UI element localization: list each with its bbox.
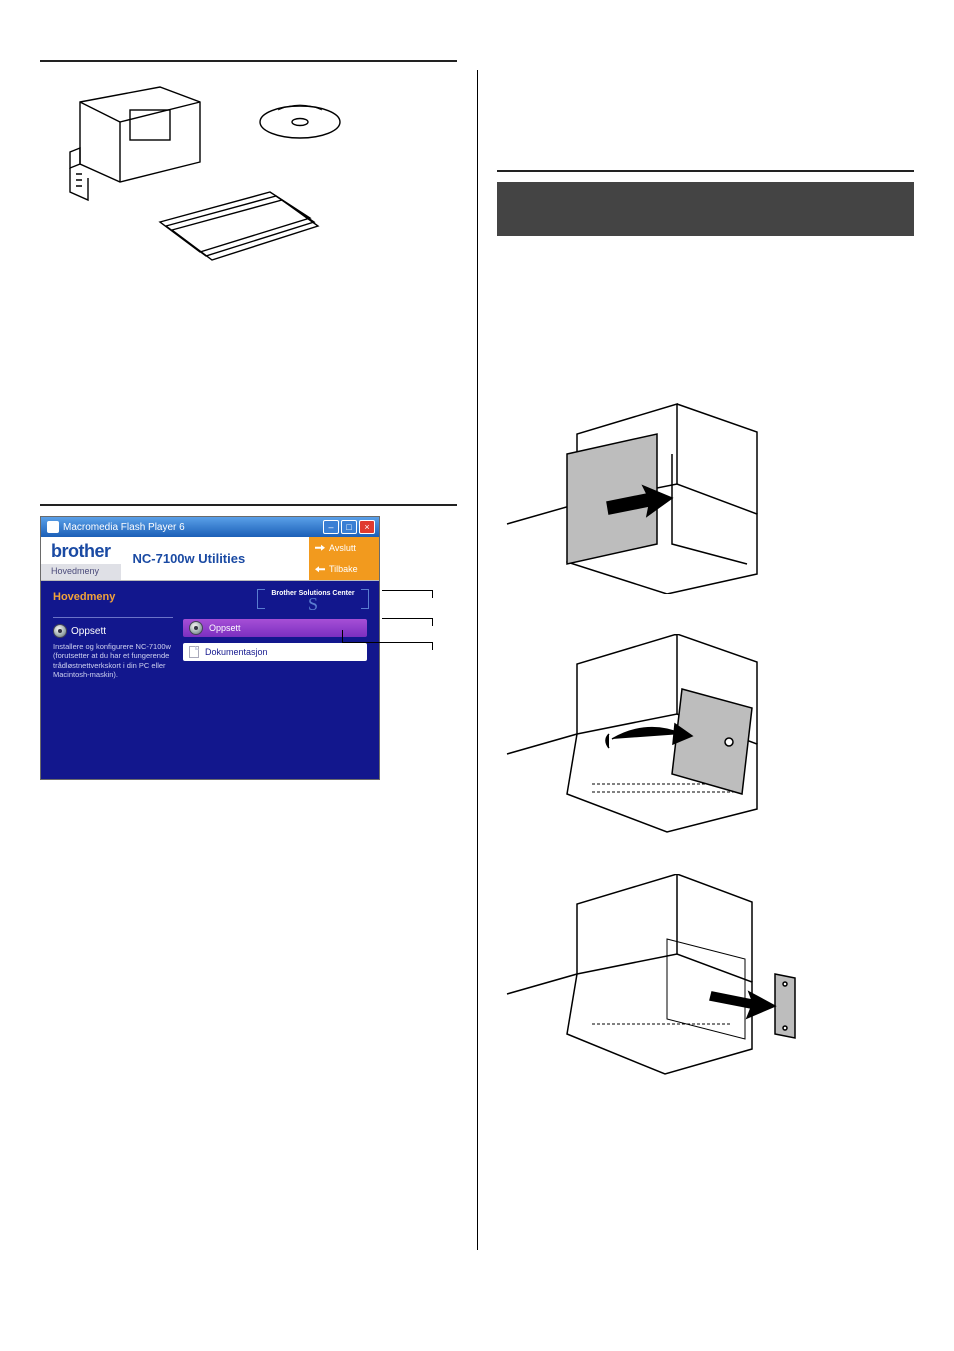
- printer-remove-cover-plate-illustration: [497, 874, 817, 1084]
- oppsett-desc: Installere og konfigurere NC-7100w (foru…: [53, 642, 173, 680]
- back-icon: [315, 564, 325, 574]
- back-label: Tilbake: [329, 564, 358, 574]
- exit-icon: [315, 543, 325, 553]
- printer-access-door-open-illustration: [497, 634, 797, 834]
- callout-line: [382, 590, 432, 591]
- exit-label: Avslutt: [329, 543, 356, 553]
- window-titlebar: Macromedia Flash Player 6 – □ ×: [41, 517, 379, 537]
- menu-item-label: Dokumentasjon: [205, 647, 268, 657]
- header-subbar: Hovedmeny: [41, 564, 121, 580]
- right-column: [477, 60, 914, 1084]
- flash-icon: [47, 521, 59, 533]
- printer-side-panel-insert-illustration: [497, 394, 797, 594]
- brother-logo: brother: [41, 537, 121, 564]
- back-button[interactable]: Tilbake: [309, 559, 379, 581]
- window-title: Macromedia Flash Player 6: [47, 521, 185, 533]
- product-title: NC-7100w Utilities: [121, 537, 310, 580]
- app-header: brother Hovedmeny NC-7100w Utilities Avs…: [41, 537, 379, 581]
- left-column: Macromedia Flash Player 6 – □ × brother …: [40, 60, 477, 1084]
- brother-solutions-center-link[interactable]: Brother Solutions Center S: [261, 589, 365, 610]
- bsc-s-icon: S: [261, 598, 365, 611]
- callout-line: [342, 630, 343, 642]
- window-title-text: Macromedia Flash Player 6: [63, 522, 185, 533]
- oppsett-info-panel: Oppsett Installere og konfigurere NC-710…: [53, 617, 173, 680]
- rule: [40, 504, 457, 506]
- oppsett-title: Oppsett: [71, 626, 106, 637]
- menu-item-oppsett[interactable]: Oppsett: [183, 619, 367, 637]
- maximize-button[interactable]: □: [341, 520, 357, 534]
- installer-figure: Macromedia Flash Player 6 – □ × brother …: [40, 516, 457, 780]
- callout-line: [382, 618, 432, 619]
- app-body: Hovedmeny Brother Solutions Center S Opp…: [41, 581, 379, 779]
- installer-window: Macromedia Flash Player 6 – □ × brother …: [40, 516, 380, 780]
- rule: [40, 60, 457, 62]
- menu-item-label: Oppsett: [209, 623, 241, 633]
- exit-button[interactable]: Avslutt: [309, 537, 379, 559]
- dark-heading-band: [497, 182, 914, 236]
- close-button[interactable]: ×: [359, 520, 375, 534]
- disc-icon: [189, 621, 203, 635]
- callout-line: [342, 642, 432, 643]
- disc-icon: [53, 624, 67, 638]
- rule: [497, 170, 914, 172]
- page-icon: [189, 646, 199, 658]
- kit-contents-illustration: [40, 72, 360, 262]
- minimize-button[interactable]: –: [323, 520, 339, 534]
- menu-item-dokumentasjon[interactable]: Dokumentasjon: [183, 643, 367, 661]
